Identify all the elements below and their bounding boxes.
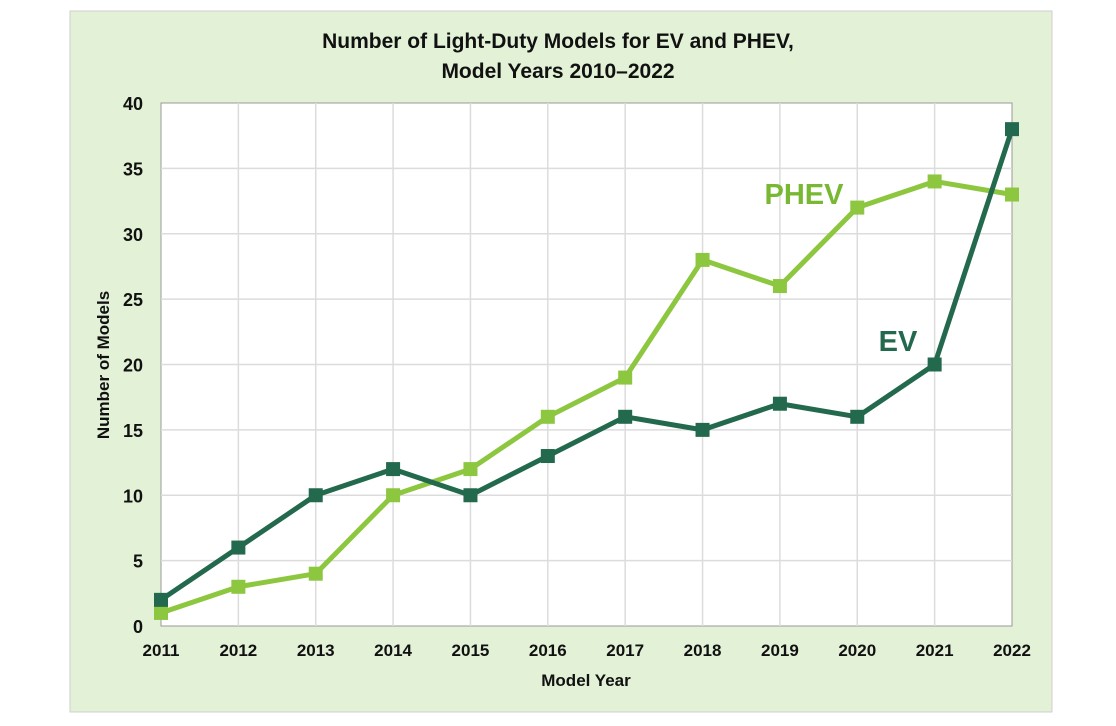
data-point-phev	[154, 605, 168, 620]
data-point-phev	[308, 566, 323, 581]
data-point-phev	[386, 488, 401, 503]
data-point-phev	[695, 252, 710, 267]
data-point-ev	[695, 422, 710, 437]
data-point-phev	[540, 409, 555, 424]
y-tick-label: 20	[123, 356, 143, 376]
x-tick-label: 2017	[606, 641, 644, 660]
y-tick-label: 5	[133, 552, 143, 572]
x-tick-label: 2011	[143, 641, 180, 660]
data-point-phev	[772, 279, 787, 294]
data-point-phev	[1005, 187, 1019, 202]
series-line-phev	[160, 178, 1013, 616]
tick-labels: 0 5 10 15 20 25 30 35 40 2011 2012 2013 2014 2015 2016…	[123, 94, 1031, 660]
x-tick-label: 2012	[219, 641, 257, 660]
y-tick-label: 30	[123, 225, 143, 245]
data-point-ev	[308, 488, 323, 503]
data-point-phev	[850, 200, 865, 215]
x-tick-label: 2022	[993, 641, 1031, 660]
y-tick-label: 0	[133, 617, 143, 637]
x-tick-label: 2018	[684, 641, 722, 660]
series	[154, 122, 1019, 620]
x-tick-label: 2019	[761, 641, 799, 660]
y-tick-label: 35	[123, 159, 143, 179]
y-axis-label: Number of Models	[94, 291, 113, 439]
x-tick-label: 2021	[916, 641, 954, 660]
chart-subtitle: Model Years 2010–2022	[441, 60, 674, 83]
x-tick-label: 2014	[374, 641, 412, 660]
x-tick-label: 2016	[529, 641, 567, 660]
data-point-phev	[463, 462, 478, 477]
y-tick-label: 40	[123, 94, 143, 114]
x-tick-label: 2020	[838, 641, 876, 660]
data-point-ev	[154, 592, 168, 607]
data-point-phev	[927, 174, 942, 189]
data-point-ev	[927, 357, 942, 372]
chart-title: Number of Light-Duty Models for EV and P…	[322, 30, 794, 53]
y-tick-label: 25	[123, 290, 143, 310]
y-tick-label: 10	[123, 486, 143, 506]
data-point-phev	[618, 370, 633, 385]
grid	[161, 103, 1012, 626]
series-line-ev	[159, 128, 1015, 602]
data-point-ev	[850, 409, 865, 424]
data-point-ev	[463, 488, 478, 503]
data-point-ev	[1005, 122, 1019, 137]
data-point-ev	[540, 449, 555, 464]
series-label-phev: PHEV	[765, 179, 845, 211]
x-axis-label: Model Year	[541, 671, 631, 690]
data-point-ev	[618, 409, 633, 424]
y-tick-label: 15	[123, 421, 143, 441]
series-label-ev: EV	[879, 326, 918, 358]
x-tick-label: 2015	[452, 641, 490, 660]
data-point-ev	[231, 540, 246, 555]
data-point-phev	[231, 579, 246, 594]
data-point-ev	[772, 396, 787, 411]
data-point-ev	[386, 462, 401, 477]
x-tick-label: 2013	[297, 641, 335, 660]
